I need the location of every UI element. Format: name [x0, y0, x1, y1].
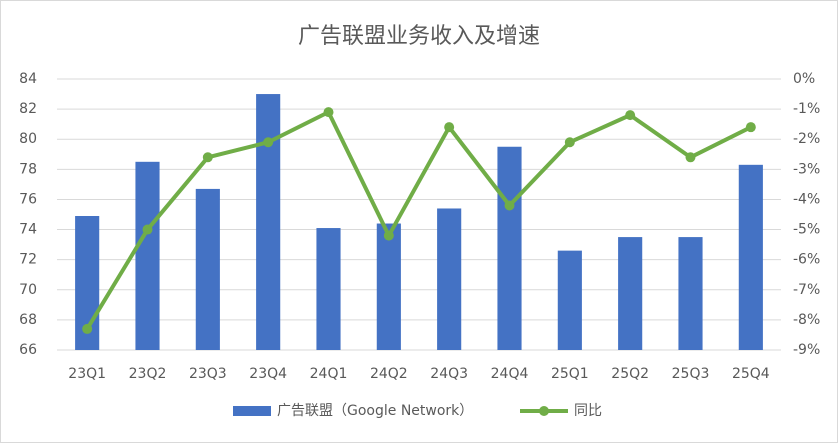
line-point: [685, 152, 696, 163]
bar: [437, 208, 462, 350]
line-point: [444, 122, 455, 133]
y-tick-label: 72: [19, 252, 37, 268]
y-tick-label: 68: [19, 312, 37, 328]
x-tick-label: 24Q1: [310, 366, 348, 382]
bar: [678, 237, 703, 350]
x-tick-label: 25Q3: [672, 366, 710, 382]
y2-tick-label: -4%: [793, 191, 820, 207]
line-point: [383, 230, 394, 241]
x-tick-label: 25Q4: [732, 366, 770, 382]
y-tick-label: 70: [19, 282, 37, 298]
line-point: [745, 122, 756, 133]
x-tick-label: 23Q4: [249, 366, 287, 382]
y-tick-label: 82: [19, 101, 37, 117]
y2-tick-label: -1%: [793, 101, 820, 117]
y-tick-label: 76: [19, 191, 37, 207]
line-point: [323, 107, 334, 118]
y2-tick-label: -6%: [793, 252, 820, 268]
x-tick-label: 25Q1: [551, 366, 589, 382]
legend-label: 同比: [574, 403, 602, 419]
line-point: [202, 152, 213, 163]
line-point: [564, 137, 575, 148]
y-tick-label: 80: [19, 131, 37, 147]
bar: [738, 164, 763, 350]
x-tick-label: 24Q2: [370, 366, 408, 382]
x-tick-label: 24Q3: [430, 366, 468, 382]
x-tick-label: 23Q3: [189, 366, 227, 382]
line-point: [263, 137, 274, 148]
line-point: [504, 200, 515, 211]
y-tick-label: 84: [19, 71, 37, 87]
x-tick-label: 24Q4: [491, 366, 529, 382]
x-tick-label: 25Q2: [611, 366, 649, 382]
y2-tick-label: -8%: [793, 312, 820, 328]
line-point: [625, 110, 636, 121]
legend-swatch: [539, 406, 549, 416]
legend-label: 广告联盟（Google Network）: [277, 403, 473, 419]
legend-swatch: [233, 406, 271, 416]
x-tick-label: 23Q1: [68, 366, 106, 382]
y2-tick-label: -7%: [793, 282, 820, 298]
y-tick-label: 74: [19, 222, 37, 238]
bar: [256, 94, 281, 350]
x-tick-label: 23Q2: [129, 366, 167, 382]
bar: [135, 161, 160, 350]
bar: [557, 250, 582, 350]
y-tick-label: 78: [19, 161, 37, 177]
bar: [316, 228, 341, 350]
bar: [195, 188, 220, 350]
y2-tick-label: -3%: [793, 161, 820, 177]
y2-tick-label: 0%: [793, 71, 815, 87]
bar: [618, 237, 643, 350]
y2-tick-label: -5%: [793, 222, 820, 238]
bar: [376, 223, 401, 350]
y2-tick-label: -9%: [793, 342, 820, 358]
y2-tick-label: -2%: [793, 131, 820, 147]
bar: [497, 146, 522, 350]
y-tick-label: 66: [19, 342, 37, 358]
line-point: [142, 224, 153, 235]
chart-title: 广告联盟业务收入及增速: [298, 24, 540, 49]
line-point: [82, 323, 93, 334]
line: [85, 110, 752, 330]
